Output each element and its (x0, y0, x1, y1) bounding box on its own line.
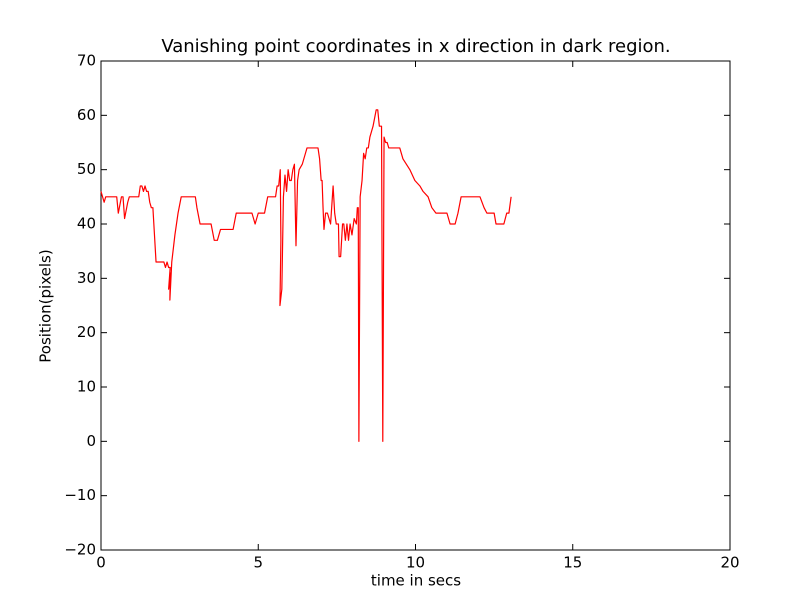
y-tick-label: −10 (64, 486, 96, 504)
x-tick-label: 5 (253, 554, 263, 572)
y-tick-label: 50 (77, 160, 96, 178)
y-axis-label: Position(pixels) (37, 249, 55, 362)
chart-title: Vanishing point coordinates in x directi… (161, 36, 670, 57)
y-tick-label: 20 (77, 323, 96, 341)
x-axis-label: time in secs (371, 572, 461, 590)
y-tick-label: 60 (77, 106, 96, 124)
plot-frame (100, 60, 731, 551)
y-tick-label: −20 (64, 541, 96, 559)
y-tick-label: 70 (77, 52, 96, 70)
x-tick-label: 0 (96, 554, 106, 572)
y-tick-label: 10 (77, 378, 96, 396)
x-tick-label: 20 (720, 554, 739, 572)
data-line (100, 109, 512, 442)
x-tick-label: 10 (406, 554, 425, 572)
y-tick-label: 40 (77, 215, 96, 233)
x-tick-label: 15 (563, 554, 582, 572)
y-tick-label: 0 (86, 432, 96, 450)
y-tick-label: 30 (77, 269, 96, 287)
